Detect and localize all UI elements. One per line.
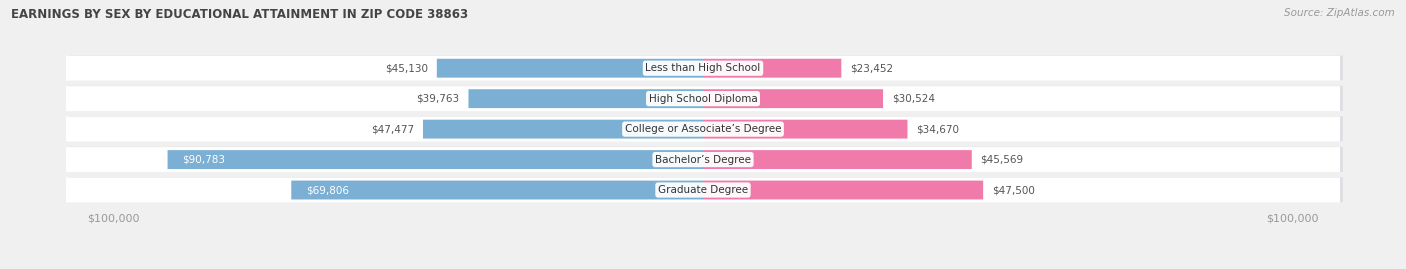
Text: $90,783: $90,783 [183, 155, 225, 165]
Text: High School Diploma: High School Diploma [648, 94, 758, 104]
Text: $45,569: $45,569 [980, 155, 1024, 165]
FancyBboxPatch shape [423, 120, 703, 139]
Text: $45,130: $45,130 [385, 63, 427, 73]
Text: $47,477: $47,477 [371, 124, 415, 134]
FancyBboxPatch shape [69, 147, 1343, 172]
FancyBboxPatch shape [69, 116, 1343, 141]
Text: Less than High School: Less than High School [645, 63, 761, 73]
Text: Graduate Degree: Graduate Degree [658, 185, 748, 195]
FancyBboxPatch shape [167, 150, 703, 169]
FancyBboxPatch shape [703, 120, 907, 139]
Text: $39,763: $39,763 [416, 94, 460, 104]
FancyBboxPatch shape [66, 86, 1340, 111]
Text: $69,806: $69,806 [307, 185, 349, 195]
Text: $47,500: $47,500 [993, 185, 1035, 195]
FancyBboxPatch shape [703, 180, 983, 200]
Text: $34,670: $34,670 [917, 124, 959, 134]
FancyBboxPatch shape [468, 89, 703, 108]
Text: College or Associate’s Degree: College or Associate’s Degree [624, 124, 782, 134]
Text: Bachelor’s Degree: Bachelor’s Degree [655, 155, 751, 165]
FancyBboxPatch shape [703, 89, 883, 108]
FancyBboxPatch shape [69, 177, 1343, 202]
FancyBboxPatch shape [69, 86, 1343, 111]
FancyBboxPatch shape [66, 56, 1340, 81]
Text: Source: ZipAtlas.com: Source: ZipAtlas.com [1284, 8, 1395, 18]
Text: $23,452: $23,452 [851, 63, 893, 73]
FancyBboxPatch shape [291, 180, 703, 200]
FancyBboxPatch shape [69, 55, 1343, 80]
FancyBboxPatch shape [703, 150, 972, 169]
FancyBboxPatch shape [703, 59, 841, 78]
FancyBboxPatch shape [437, 59, 703, 78]
FancyBboxPatch shape [66, 147, 1340, 172]
FancyBboxPatch shape [66, 178, 1340, 203]
Text: EARNINGS BY SEX BY EDUCATIONAL ATTAINMENT IN ZIP CODE 38863: EARNINGS BY SEX BY EDUCATIONAL ATTAINMEN… [11, 8, 468, 21]
Text: $30,524: $30,524 [891, 94, 935, 104]
FancyBboxPatch shape [66, 117, 1340, 141]
